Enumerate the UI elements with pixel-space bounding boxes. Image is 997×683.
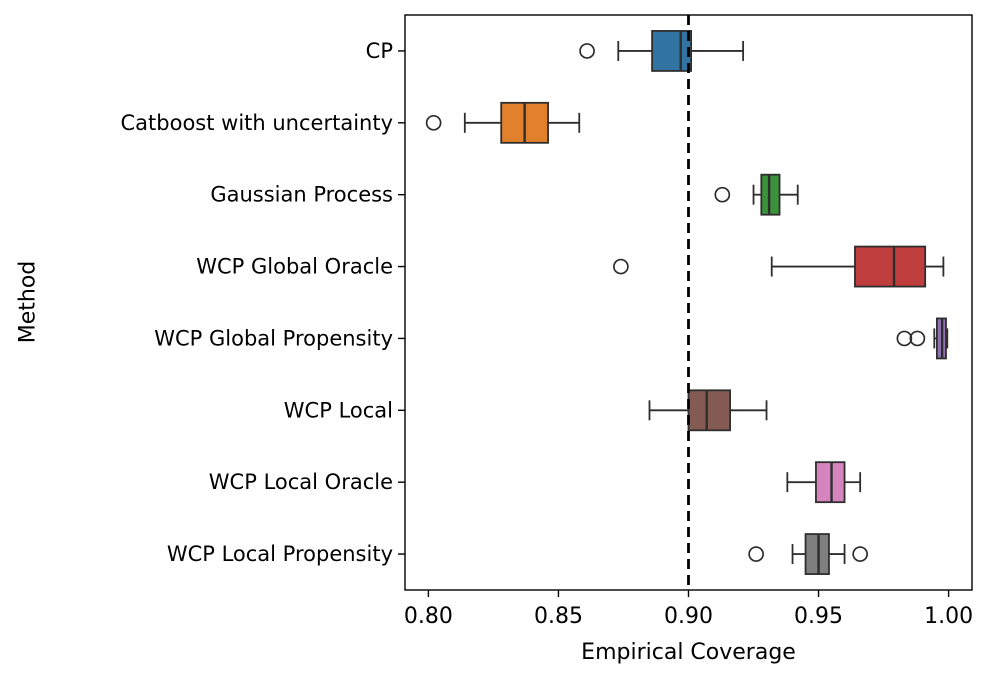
x-tick-label: 0.85 (534, 604, 583, 629)
outlier-point (896, 330, 913, 347)
outlier-point (909, 330, 926, 347)
outlier-point (613, 258, 629, 275)
box (651, 30, 693, 72)
y-category-label: Catboost with uncertainty (121, 111, 394, 135)
outlier-point (714, 186, 731, 203)
box (815, 461, 846, 504)
x-tick-label: 1.00 (924, 604, 973, 629)
y-category-label: Gaussian Process (210, 183, 393, 207)
outlier-point (852, 546, 869, 562)
box (760, 173, 781, 216)
x-axis-title: Empirical Coverage (581, 640, 796, 665)
box (804, 533, 830, 575)
outlier-point (425, 114, 442, 131)
outlier-point (579, 43, 595, 59)
y-category-label: WCP Global Propensity (154, 326, 393, 350)
x-tick-label: 0.95 (794, 604, 843, 629)
outlier-point (748, 546, 764, 562)
y-category-label: WCP Local Propensity (167, 542, 393, 566)
y-category-label: WCP Local Oracle (209, 470, 393, 494)
y-category-label: WCP Global Oracle (196, 255, 393, 279)
plot-border (404, 14, 973, 591)
box (854, 245, 927, 288)
x-tick-label: 0.90 (664, 604, 713, 629)
box (687, 389, 732, 432)
y-category-label: CP (366, 39, 393, 63)
y-category-label: WCP Local (284, 398, 393, 422)
x-tick-label: 0.80 (404, 604, 453, 629)
